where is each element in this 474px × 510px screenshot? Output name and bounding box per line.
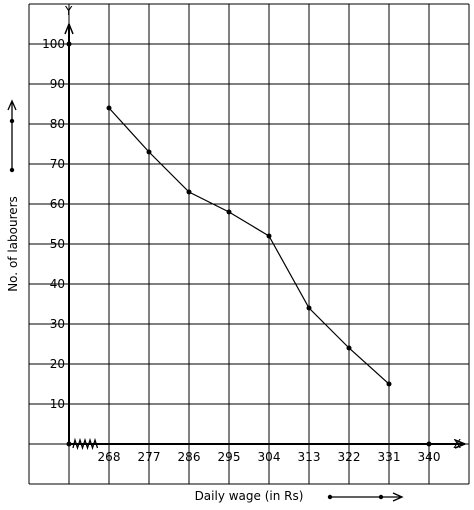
horizontal-arrowhead xyxy=(392,492,404,502)
data-point xyxy=(306,305,312,311)
x-axis-letter: X xyxy=(453,437,461,451)
y-axis-label: No. of labourers xyxy=(6,196,20,292)
vertical-arrow-dot xyxy=(9,167,15,173)
data-point xyxy=(106,105,112,111)
y-tick-label: 10 xyxy=(50,397,65,411)
y-axis-arrowhead xyxy=(64,21,74,35)
x-tick-label: 331 xyxy=(378,450,401,464)
data-point xyxy=(226,209,232,215)
series-line xyxy=(108,107,390,385)
data-point xyxy=(346,345,352,351)
direction-arrows xyxy=(7,99,404,502)
data-point xyxy=(146,149,152,155)
origin-point xyxy=(66,441,72,447)
x-axis-arrowhead xyxy=(454,439,468,449)
data-point xyxy=(186,189,192,195)
x-tick-label: 322 xyxy=(338,450,361,464)
x-axis-break-zigzag xyxy=(72,437,99,451)
y-tick-label: 60 xyxy=(50,197,65,211)
y-tick-label: 50 xyxy=(50,237,65,251)
y-tick-label: 100 xyxy=(42,37,65,51)
x-tick-label: 313 xyxy=(298,450,321,464)
x-tick-label: 268 xyxy=(98,450,121,464)
vertical-arrow-dot xyxy=(9,118,15,124)
y-tick-label: 90 xyxy=(50,77,65,91)
chart-grid xyxy=(28,3,470,485)
y-tick-label: 20 xyxy=(50,357,65,371)
x-tick-label: 340 xyxy=(418,450,441,464)
horizontal-arrow-dot xyxy=(327,494,333,500)
y-tick-label: 30 xyxy=(50,317,65,331)
x-axis-label: Daily wage (in Rs) xyxy=(195,489,304,503)
vertical-arrowhead xyxy=(7,99,17,111)
chart-axes xyxy=(64,21,468,451)
horizontal-arrow-dot xyxy=(378,494,384,500)
data-point xyxy=(386,381,392,387)
tick-labels: 268 277 286 295 304 313 322 331 340 10 20 30 40 50 60 7… xyxy=(42,37,440,464)
data-point xyxy=(266,233,272,239)
x-tick-label: 295 xyxy=(218,450,241,464)
x-tick-label: 277 xyxy=(138,450,161,464)
x-tick-label: 286 xyxy=(178,450,201,464)
x-tick-label: 304 xyxy=(258,450,281,464)
y-tick-label: 80 xyxy=(50,117,65,131)
data-series xyxy=(106,105,392,387)
y-axis-letter: Y xyxy=(64,4,73,18)
y-tick-label: 40 xyxy=(50,277,65,291)
axis-labels: Daily wage (in Rs) No. of labourers X Y xyxy=(6,4,461,503)
y-tick-label: 70 xyxy=(50,157,65,171)
